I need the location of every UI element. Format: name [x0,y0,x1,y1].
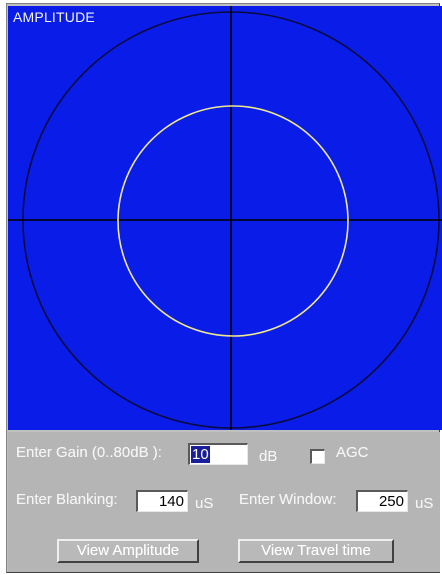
gain-input[interactable]: 10 [188,443,248,465]
view-amplitude-button[interactable]: View Amplitude [57,539,199,563]
window-input[interactable]: 250 [356,490,408,512]
inner-circle [117,105,349,337]
agc-checkbox[interactable] [310,449,325,464]
plot-title: AMPLITUDE [13,9,95,25]
window-label: Enter Window: [239,491,337,508]
blanking-input[interactable]: 140 [136,490,188,512]
window-unit: uS [415,495,434,512]
blanking-unit: uS [195,495,214,512]
controls-panel: Enter Gain (0..80dB ): 10 dB AGC Enter B… [8,432,440,572]
blanking-label: Enter Blanking: [16,491,118,508]
gain-value: 10 [191,446,210,463]
gain-unit: dB [259,448,278,465]
gain-label: Enter Gain (0..80dB ): [16,444,162,461]
agc-label: AGC [336,444,369,461]
view-travel-time-button[interactable]: View Travel time [238,539,394,563]
plot-canvas [8,6,442,430]
amplitude-plot: AMPLITUDE [8,6,442,430]
